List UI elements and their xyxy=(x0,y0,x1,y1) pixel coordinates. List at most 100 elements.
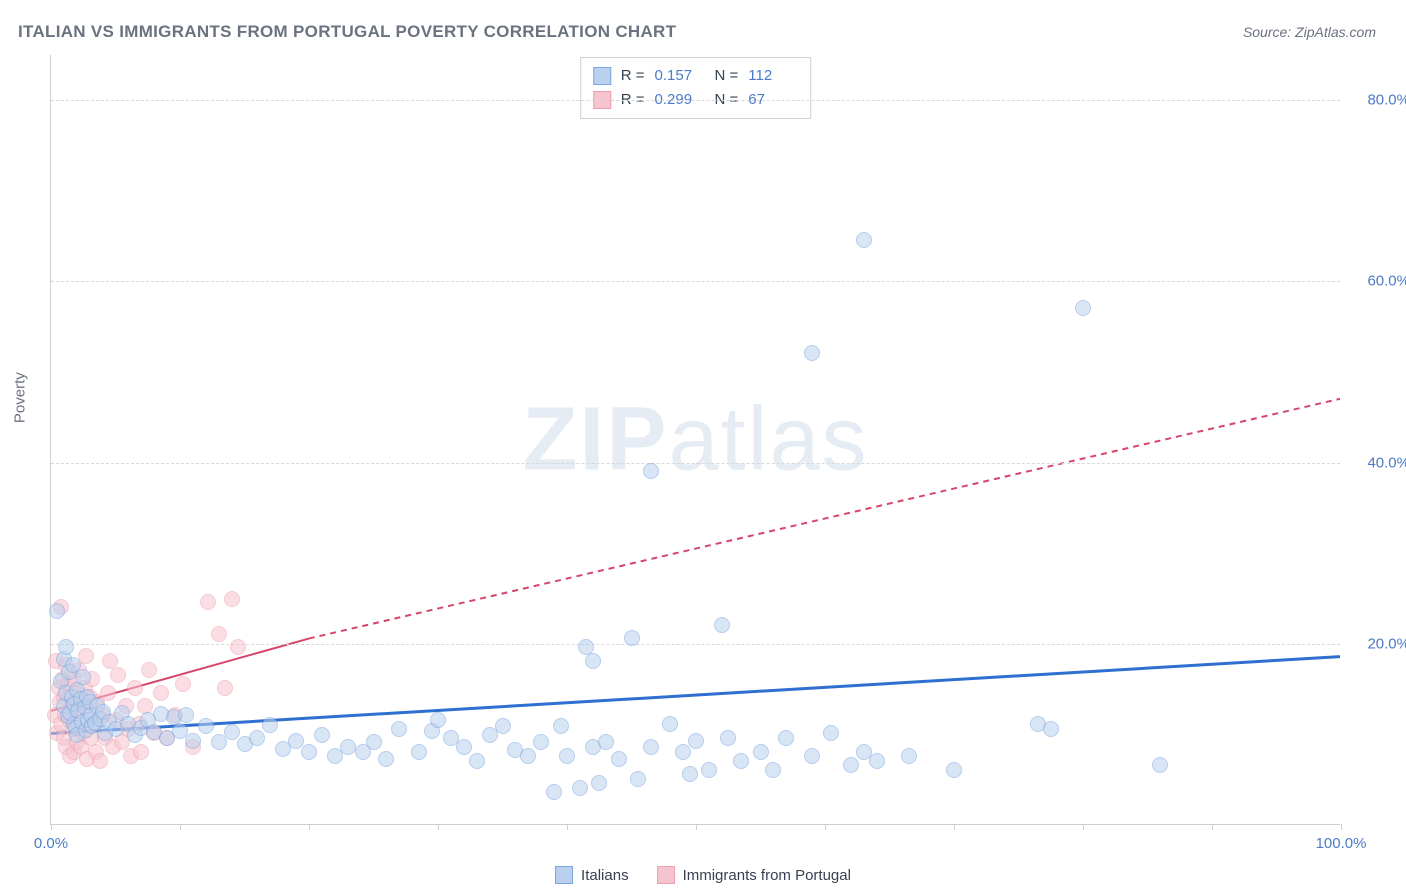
stats-legend: R =0.157N =112R =0.299N =67 xyxy=(580,57,812,119)
legend-swatch xyxy=(555,866,573,884)
scatter-point-portugal xyxy=(217,680,233,696)
x-tick xyxy=(825,824,826,830)
y-axis-label: Poverty xyxy=(12,372,29,423)
series-label: Italians xyxy=(581,867,629,884)
scatter-point-italians xyxy=(178,707,194,723)
scatter-point-italians xyxy=(314,727,330,743)
x-tick xyxy=(1083,824,1084,830)
scatter-point-italians xyxy=(1152,757,1168,773)
x-tick xyxy=(51,824,52,830)
scatter-point-portugal xyxy=(127,680,143,696)
scatter-point-portugal xyxy=(211,626,227,642)
scatter-point-italians xyxy=(411,744,427,760)
scatter-point-italians xyxy=(598,734,614,750)
chart-container: ITALIAN VS IMMIGRANTS FROM PORTUGAL POVE… xyxy=(0,0,1406,892)
scatter-point-italians xyxy=(520,748,536,764)
scatter-point-portugal xyxy=(175,676,191,692)
scatter-point-italians xyxy=(946,762,962,778)
scatter-point-portugal xyxy=(153,685,169,701)
scatter-point-italians xyxy=(495,718,511,734)
n-value: 112 xyxy=(748,64,798,88)
scatter-point-italians xyxy=(469,753,485,769)
scatter-point-italians xyxy=(611,751,627,767)
scatter-point-italians xyxy=(701,762,717,778)
scatter-point-italians xyxy=(559,748,575,764)
scatter-point-italians xyxy=(823,725,839,741)
trend-line xyxy=(51,657,1340,734)
r-label: R = xyxy=(621,64,645,88)
scatter-point-italians xyxy=(733,753,749,769)
legend-swatch xyxy=(657,866,675,884)
scatter-point-italians xyxy=(901,748,917,764)
scatter-point-italians xyxy=(591,775,607,791)
scatter-point-italians xyxy=(624,630,640,646)
scatter-point-italians xyxy=(553,718,569,734)
scatter-point-italians xyxy=(753,744,769,760)
series-legend-item: Immigrants from Portugal xyxy=(657,866,851,884)
scatter-point-portugal xyxy=(92,753,108,769)
y-tick-label: 80.0% xyxy=(1350,92,1406,109)
scatter-point-portugal xyxy=(224,591,240,607)
scatter-point-italians xyxy=(340,739,356,755)
gridline xyxy=(51,100,1340,101)
scatter-point-italians xyxy=(682,766,698,782)
watermark: ZIPatlas xyxy=(522,388,868,491)
scatter-point-italians xyxy=(1075,300,1091,316)
scatter-point-portugal xyxy=(133,744,149,760)
scatter-point-portugal xyxy=(230,639,246,655)
scatter-point-italians xyxy=(366,734,382,750)
scatter-point-italians xyxy=(585,653,601,669)
scatter-point-italians xyxy=(714,617,730,633)
x-tick-label: 0.0% xyxy=(34,835,68,852)
scatter-point-italians xyxy=(546,784,562,800)
x-tick xyxy=(438,824,439,830)
x-tick xyxy=(1212,824,1213,830)
x-tick xyxy=(954,824,955,830)
source-attribution: Source: ZipAtlas.com xyxy=(1243,24,1376,40)
scatter-point-italians xyxy=(804,345,820,361)
y-tick-label: 40.0% xyxy=(1350,454,1406,471)
scatter-point-italians xyxy=(49,603,65,619)
y-tick-label: 60.0% xyxy=(1350,273,1406,290)
scatter-point-italians xyxy=(720,730,736,746)
scatter-point-italians xyxy=(778,730,794,746)
gridline xyxy=(51,281,1340,282)
scatter-point-italians xyxy=(262,717,278,733)
scatter-point-italians xyxy=(630,771,646,787)
chart-title: ITALIAN VS IMMIGRANTS FROM PORTUGAL POVE… xyxy=(18,22,676,42)
scatter-point-italians xyxy=(856,232,872,248)
x-tick xyxy=(309,824,310,830)
x-tick xyxy=(180,824,181,830)
series-label: Immigrants from Portugal xyxy=(683,867,851,884)
scatter-point-italians xyxy=(430,712,446,728)
legend-swatch xyxy=(593,67,611,85)
scatter-point-italians xyxy=(533,734,549,750)
scatter-point-italians xyxy=(58,639,74,655)
trend-line xyxy=(309,399,1340,639)
r-value: 0.157 xyxy=(655,64,705,88)
scatter-point-italians xyxy=(198,718,214,734)
scatter-point-italians xyxy=(75,669,91,685)
series-legend-item: Italians xyxy=(555,866,629,884)
plot-area: ZIPatlas R =0.157N =112R =0.299N =67 20.… xyxy=(50,55,1340,825)
series-legend: Italians Immigrants from Portugal xyxy=(555,866,851,884)
scatter-point-italians xyxy=(643,739,659,755)
scatter-point-italians xyxy=(211,734,227,750)
y-tick-label: 20.0% xyxy=(1350,635,1406,652)
stats-legend-row: R =0.157N =112 xyxy=(593,64,799,88)
scatter-point-italians xyxy=(675,744,691,760)
scatter-point-portugal xyxy=(110,667,126,683)
trend-lines-layer xyxy=(51,55,1340,824)
scatter-point-italians xyxy=(869,753,885,769)
scatter-point-italians xyxy=(1043,721,1059,737)
scatter-point-portugal xyxy=(100,685,116,701)
scatter-point-italians xyxy=(643,463,659,479)
watermark-part2: atlas xyxy=(668,389,868,489)
scatter-point-italians xyxy=(765,762,781,778)
scatter-point-italians xyxy=(572,780,588,796)
x-tick xyxy=(696,824,697,830)
scatter-point-portugal xyxy=(141,662,157,678)
scatter-point-italians xyxy=(249,730,265,746)
scatter-point-italians xyxy=(843,757,859,773)
x-tick-label: 100.0% xyxy=(1316,835,1367,852)
